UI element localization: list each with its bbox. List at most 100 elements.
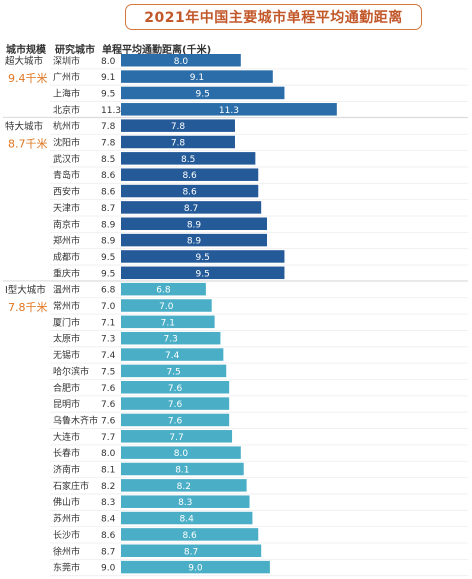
bar: [121, 528, 259, 541]
bar-data-label: 9.0: [188, 564, 203, 574]
bar: [121, 299, 212, 312]
bar-data-label: 7.8: [171, 139, 186, 149]
value-label: 8.7: [101, 547, 115, 557]
value-label: 9.5: [101, 89, 115, 99]
header-city: 研究城市: [55, 45, 95, 56]
value-label: 9.0: [101, 564, 116, 574]
bar-data-label: 8.4: [180, 515, 195, 525]
bar: [121, 54, 241, 67]
bar-data-label: 8.7: [184, 547, 198, 557]
value-label: 8.7: [101, 204, 115, 214]
bar-data-label: 7.6: [168, 416, 183, 426]
bar-data-label: 9.5: [196, 89, 210, 99]
bar: [121, 315, 215, 329]
bar: [121, 364, 227, 378]
bar-data-label: 8.7: [184, 204, 198, 214]
header-tier: 城市规模: [6, 45, 46, 56]
bar-data-label: 7.7: [169, 433, 183, 443]
bar: [121, 250, 285, 263]
category-label: 南京市: [53, 218, 80, 230]
category-label: 合肥市: [53, 382, 80, 394]
category-label: 东莞市: [53, 562, 80, 574]
bar-data-label: 11.3: [219, 106, 239, 116]
category-label: 苏州市: [53, 513, 80, 525]
bar-data-label: 8.6: [182, 171, 197, 181]
bar-data-label: 9.5: [196, 253, 210, 263]
category-label: 深圳市: [53, 55, 80, 67]
value-label: 8.6: [101, 531, 116, 541]
bar-data-label: 7.3: [164, 335, 178, 345]
category-label: 青岛市: [53, 169, 80, 181]
bar-data-label: 7.8: [171, 122, 186, 132]
bar: [121, 495, 250, 508]
bar: [121, 446, 241, 459]
bar-data-label: 7.5: [166, 367, 180, 377]
bar-data-label: 8.3: [178, 498, 192, 508]
bar-data-label: 8.9: [187, 220, 202, 230]
bar: [121, 511, 253, 525]
bar: [121, 282, 206, 296]
bar-data-label: 8.6: [182, 531, 197, 541]
bar-data-label: 8.2: [177, 482, 191, 492]
value-label: 9.5: [101, 253, 115, 263]
bar-data-label: 7.4: [165, 351, 180, 361]
category-label: 重庆市: [53, 267, 80, 279]
value-label: 8.0: [101, 449, 116, 459]
chart-title-box: 2021年中国主要城市单程平均通勤距离: [125, 4, 422, 30]
value-label: 7.7: [101, 433, 115, 443]
value-label: 7.3: [101, 335, 115, 345]
value-label: 8.4: [101, 515, 116, 525]
value-label: 8.1: [101, 466, 115, 476]
category-label: 郑州市: [53, 235, 80, 247]
bar-data-label: 9.1: [190, 73, 204, 83]
group-label: Ⅰ型大城市: [5, 284, 46, 296]
bar: [121, 184, 259, 198]
category-label: 成都市: [53, 251, 80, 263]
bar: [121, 70, 273, 83]
value-label: 7.5: [101, 367, 115, 377]
bar: [121, 381, 230, 394]
bar: [121, 413, 230, 427]
value-label: 7.6: [101, 384, 116, 394]
value-label: 6.8: [101, 286, 116, 296]
value-label: 7.4: [101, 351, 116, 361]
value-label: 7.8: [101, 139, 116, 149]
value-label: 7.6: [101, 400, 116, 410]
value-label: 9.1: [101, 73, 115, 83]
category-label: 上海市: [53, 87, 80, 99]
category-label: 大连市: [53, 431, 80, 443]
bar: [121, 560, 270, 574]
category-label: 济南市: [53, 464, 80, 476]
category-label: 天津市: [53, 202, 80, 214]
bar: [121, 119, 235, 132]
value-label: 8.5: [101, 155, 115, 165]
bar-data-label: 8.1: [175, 466, 189, 476]
bar: [121, 152, 256, 165]
value-label: 8.9: [101, 237, 116, 247]
category-label: 无锡市: [53, 349, 80, 361]
bar: [121, 397, 230, 410]
group-average-label: 7.8千米: [8, 301, 48, 314]
category-label: 乌鲁木齐市: [53, 414, 98, 426]
bar-data-label: 8.5: [181, 155, 195, 165]
bar-data-label: 8.9: [187, 237, 202, 247]
group-average-label: 9.4千米: [8, 72, 48, 85]
value-label: 8.3: [101, 498, 115, 508]
value-label: 8.6: [101, 188, 116, 198]
bar-data-label: 7.0: [159, 302, 174, 312]
bar: [121, 86, 285, 100]
bar-data-label: 8.6: [182, 188, 197, 198]
category-label: 徐州市: [53, 545, 80, 557]
bar: [121, 217, 267, 230]
bar: [121, 103, 337, 116]
category-label: 沈阳市: [53, 137, 80, 149]
bar-data-label: 7.1: [161, 318, 175, 328]
bar-data-label: 8.0: [174, 57, 189, 67]
group-label: 特大城市: [5, 120, 44, 132]
category-label: 温州市: [53, 284, 80, 296]
bar-data-label: 7.6: [168, 384, 183, 394]
category-label: 太原市: [53, 333, 80, 345]
category-label: 常州市: [53, 300, 80, 312]
bar: [121, 233, 267, 247]
